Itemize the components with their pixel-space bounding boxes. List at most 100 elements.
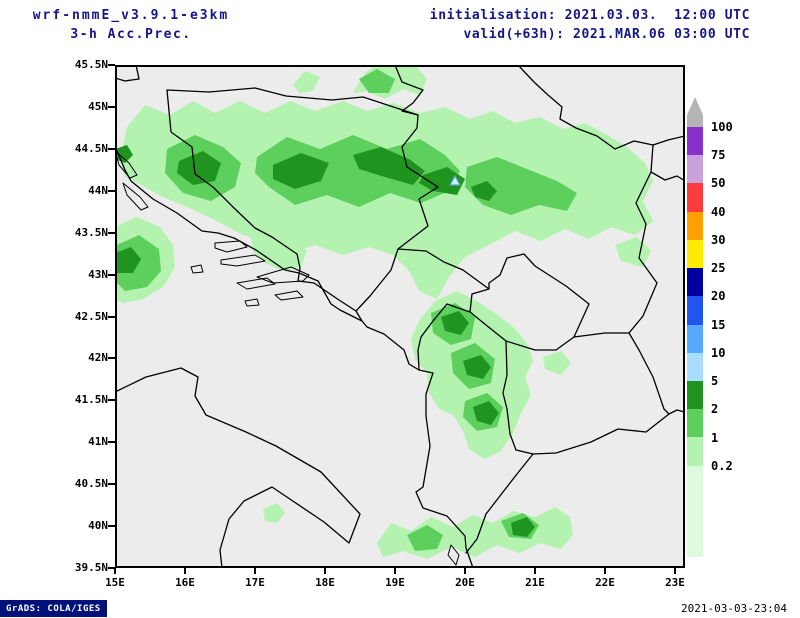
x-axis-label: 22E <box>595 576 615 589</box>
grads-credit-badge: GrADS: COLA/IGES <box>0 600 107 617</box>
map-border-frame <box>115 65 685 568</box>
colorbar-segment <box>687 352 703 381</box>
italy-coastline <box>115 367 361 568</box>
x-axis-tick <box>184 568 186 574</box>
y-axis-tick <box>108 567 115 569</box>
y-axis-label: 43.5N <box>74 225 108 239</box>
y-axis-label: 44.5N <box>74 141 108 155</box>
title-block: wrf-nmmE_v3.9.1-e3km 3-h Acc.Prec. <box>28 6 234 44</box>
colorbar-segment <box>687 183 703 212</box>
model-title: wrf-nmmE_v3.9.1-e3km <box>32 8 230 23</box>
colorbar-segment <box>687 268 703 297</box>
colorbar-tick-label: 20 <box>711 289 726 304</box>
y-axis-tick <box>108 483 115 486</box>
colorbar-segment <box>687 127 703 156</box>
precipitation-map <box>115 65 685 568</box>
x-axis-label: 21E <box>525 576 545 589</box>
y-axis-tick <box>108 525 115 528</box>
serbia-macedonia-border <box>573 332 630 338</box>
colorbar-legend: 100 75 50 40 30 25 20 15 10 5 2 1 0.2 <box>687 97 759 557</box>
serbia-romania-border <box>517 65 654 150</box>
croatia-serbia-border <box>394 65 424 116</box>
y-axis-label: 44N <box>88 183 108 197</box>
init-line: initialisation: 2021.03.03. 12:00 UTC <box>429 8 750 23</box>
product-title: 3-h Acc.Prec. <box>70 27 192 42</box>
colorbar-tick-label: 30 <box>711 232 726 247</box>
colorbar-tick-label: 5 <box>711 374 719 389</box>
x-axis-label: 23E <box>665 576 685 589</box>
x-axis-tick <box>324 568 326 574</box>
x-axis-tick <box>254 568 256 574</box>
y-axis-tick <box>108 64 115 66</box>
danube-east <box>652 135 685 146</box>
map-frame <box>115 65 685 568</box>
x-axis-label: 18E <box>315 576 335 589</box>
y-axis-tick <box>108 189 115 192</box>
y-axis-label: 43N <box>88 267 108 281</box>
romania-bulgaria-border <box>650 171 685 182</box>
x-axis-label: 19E <box>385 576 405 589</box>
colorbar-segment <box>687 437 703 466</box>
colorbar-segment <box>687 324 703 353</box>
x-axis-tick <box>674 568 676 574</box>
bosnia-border <box>166 87 439 312</box>
y-axis-label: 39.5N <box>74 561 108 574</box>
montenegro-albania-border <box>417 303 471 370</box>
x-axis-tick <box>114 568 116 574</box>
slovenia-croatia-border <box>115 65 140 82</box>
station-triangle-marker <box>448 174 462 186</box>
colorbar-tick-label: 2 <box>711 402 719 417</box>
macedonia-bulgaria-border <box>628 332 670 415</box>
colorbar-tick-label: 100 <box>711 120 733 134</box>
albania-macedonia-border <box>502 340 534 455</box>
run-info-block: initialisation: 2021.03.03. 12:00 UTC va… <box>400 6 750 44</box>
y-axis-tick <box>108 441 115 444</box>
y-axis-label: 42N <box>88 351 108 365</box>
x-axis-label: 20E <box>455 576 475 589</box>
y-axis-label: 40N <box>88 519 108 533</box>
x-axis-tick <box>464 568 466 574</box>
y-axis-tick <box>108 315 115 318</box>
x-axis-label: 15E <box>105 576 125 589</box>
colorbar-tick-label: 1 <box>711 430 719 445</box>
colorbar-tick-label: 15 <box>711 317 726 332</box>
x-axis-tick <box>604 568 606 574</box>
albania-greece-border <box>465 453 534 554</box>
kosovo-border <box>469 253 590 351</box>
colorbar-tick-label: 25 <box>711 261 726 276</box>
montenegro-serbia-border <box>397 248 490 290</box>
y-axis-label: 42.5N <box>74 309 108 323</box>
y-axis-tick <box>108 147 115 150</box>
colorbar-segment <box>687 465 703 557</box>
colorbar-segment <box>687 409 703 438</box>
x-axis-label: 16E <box>175 576 195 589</box>
y-axis-label: 45.5N <box>74 58 108 71</box>
greece-bulgaria-border <box>668 409 685 415</box>
y-axis-tick <box>108 357 115 360</box>
colorbar-segment <box>687 155 703 184</box>
y-axis-label: 41.5N <box>74 393 108 407</box>
colorbar-segment <box>687 296 703 325</box>
valid-line: valid(+63h): 2021.MAR.06 03:00 UTC <box>463 27 750 42</box>
x-axis-tick <box>534 568 536 574</box>
y-axis-label: 45N <box>88 99 108 113</box>
y-axis-tick <box>108 273 115 276</box>
adriatic-islands <box>115 150 460 566</box>
y-axis-tick <box>108 231 115 234</box>
colorbar-tick-label: 50 <box>711 176 726 191</box>
x-axis-label: 17E <box>245 576 265 589</box>
colorbar-segment <box>687 239 703 269</box>
x-axis-tick <box>394 568 396 574</box>
macedonia-greece-border <box>532 413 670 455</box>
colorbar-segment <box>687 211 703 240</box>
y-axis-label: 40.5N <box>74 477 108 491</box>
creation-timestamp: 2021-03-03-23:04 <box>681 602 787 615</box>
colorbar-tick-label: 10 <box>711 345 726 360</box>
colorbar-segment <box>687 115 703 127</box>
adriatic-coastline <box>115 145 474 568</box>
y-axis-label: 41N <box>88 435 108 449</box>
colorbar-top-arrow <box>687 97 703 115</box>
colorbar-tick-label: 40 <box>711 204 726 219</box>
colorbar-segment <box>687 380 703 410</box>
